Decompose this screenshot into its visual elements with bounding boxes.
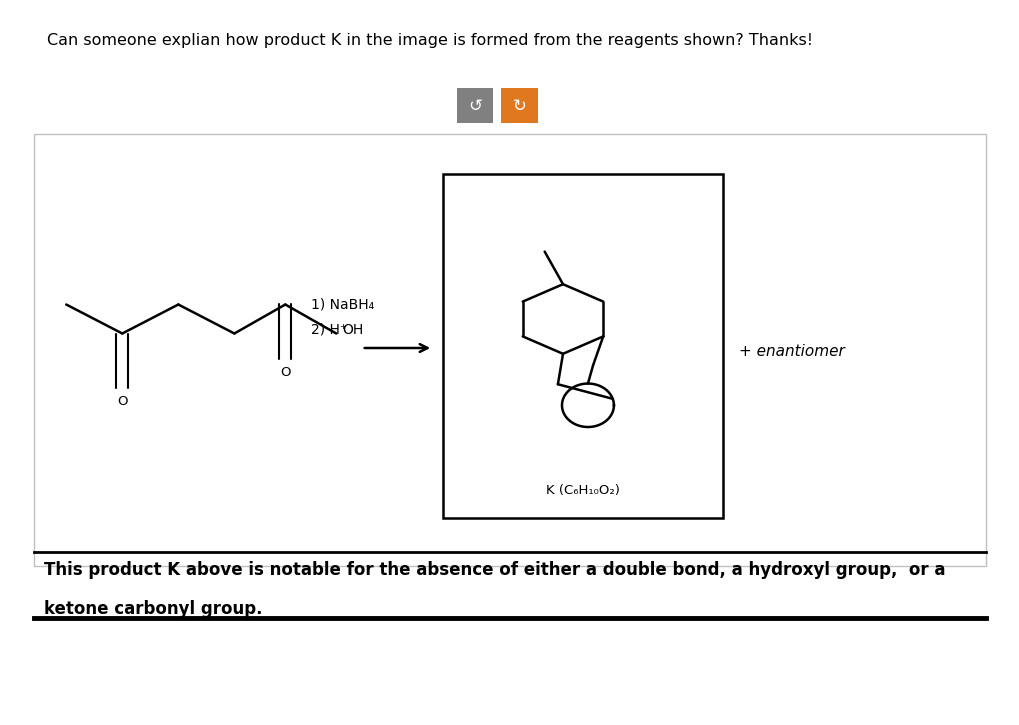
FancyBboxPatch shape <box>443 174 723 518</box>
Text: OH: OH <box>342 323 364 337</box>
FancyBboxPatch shape <box>501 88 538 123</box>
Text: 1) NaBH₄: 1) NaBH₄ <box>311 297 374 312</box>
Text: 2) H⁺: 2) H⁺ <box>311 323 346 337</box>
Text: ↻: ↻ <box>513 97 527 115</box>
Text: ketone carbonyl group.: ketone carbonyl group. <box>44 600 262 618</box>
Text: Can someone explian how product K in the image is formed from the reagents shown: Can someone explian how product K in the… <box>47 33 813 48</box>
Text: O: O <box>280 366 290 379</box>
FancyBboxPatch shape <box>457 88 493 123</box>
FancyBboxPatch shape <box>34 134 986 566</box>
Text: + enantiomer: + enantiomer <box>739 344 845 359</box>
Text: This product K above is notable for the absence of either a double bond, a hydro: This product K above is notable for the … <box>44 561 946 579</box>
Text: O: O <box>117 395 127 408</box>
Text: ↺: ↺ <box>468 97 482 115</box>
Text: K (C₆H₁₀O₂): K (C₆H₁₀O₂) <box>546 484 621 497</box>
